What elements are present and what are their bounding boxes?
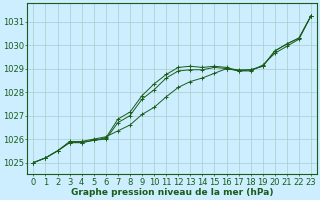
X-axis label: Graphe pression niveau de la mer (hPa): Graphe pression niveau de la mer (hPa): [71, 188, 274, 197]
